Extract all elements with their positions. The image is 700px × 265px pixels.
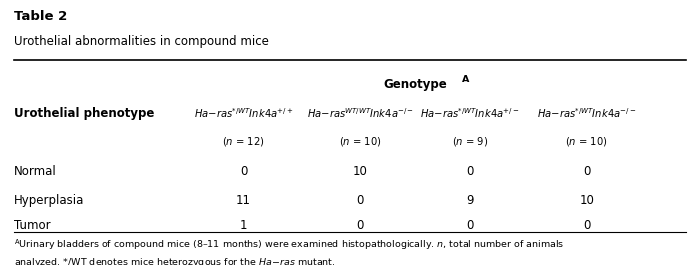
Text: 0: 0 [466,165,474,178]
Text: 0: 0 [583,219,590,232]
Text: $\mathit{Ha}$$\mathit{-ras}$$^{\mathit{*/WT}}$$\mathit{Ink4a}$$^{\mathit{+/-}}$: $\mathit{Ha}$$\mathit{-ras}$$^{\mathit{*… [421,107,519,120]
Text: $\mathit{Ha}$$\mathit{-ras}$$^{\mathit{*/WT}}$$\mathit{Ink4a}$$^{\mathit{-/-}}$: $\mathit{Ha}$$\mathit{-ras}$$^{\mathit{*… [537,107,636,120]
Text: 0: 0 [356,219,364,232]
Text: Urothelial abnormalities in compound mice: Urothelial abnormalities in compound mic… [14,35,269,48]
Text: $(\mathit{n}$ = 10): $(\mathit{n}$ = 10) [566,135,608,148]
Text: A: A [462,75,469,84]
Text: Hyperplasia: Hyperplasia [14,193,84,206]
Text: $(\mathit{n}$ = 12): $(\mathit{n}$ = 12) [223,135,265,148]
Text: Table 2: Table 2 [14,10,67,23]
Text: 0: 0 [240,165,247,178]
Text: $\mathit{Ha}$$\mathit{-ras}$$^{\mathit{*/WT}}$$\mathit{Ink4a}$$^{\mathit{+/+}}$: $\mathit{Ha}$$\mathit{-ras}$$^{\mathit{*… [194,107,293,120]
Text: 9: 9 [466,193,474,206]
Text: $^{\mathsf{A}}$Urinary bladders of compound mice (8–11 months) were examined his: $^{\mathsf{A}}$Urinary bladders of compo… [14,238,564,252]
Text: Urothelial phenotype: Urothelial phenotype [14,107,154,120]
Text: $(\mathit{n}$ = 10): $(\mathit{n}$ = 10) [339,135,382,148]
Text: Tumor: Tumor [14,219,50,232]
Text: 11: 11 [236,193,251,206]
Text: 1: 1 [240,219,247,232]
Text: 0: 0 [356,193,364,206]
Text: analyzed. */WT denotes mice heterozygous for the $\mathit{Ha}$$\mathit{-ras}$ mu: analyzed. */WT denotes mice heterozygous… [14,256,335,265]
Text: 10: 10 [579,193,594,206]
Text: 0: 0 [583,165,590,178]
Text: $(\mathit{n}$ = 9): $(\mathit{n}$ = 9) [452,135,489,148]
Text: Genotype: Genotype [384,78,447,91]
Text: Normal: Normal [14,165,57,178]
Text: $\mathit{Ha}$$\mathit{-ras}$$^{\mathit{WT/WT}}$$\mathit{Ink4a}$$^{\mathit{-/-}}$: $\mathit{Ha}$$\mathit{-ras}$$^{\mathit{W… [307,107,414,120]
Text: 10: 10 [353,165,368,178]
Text: 0: 0 [466,219,474,232]
